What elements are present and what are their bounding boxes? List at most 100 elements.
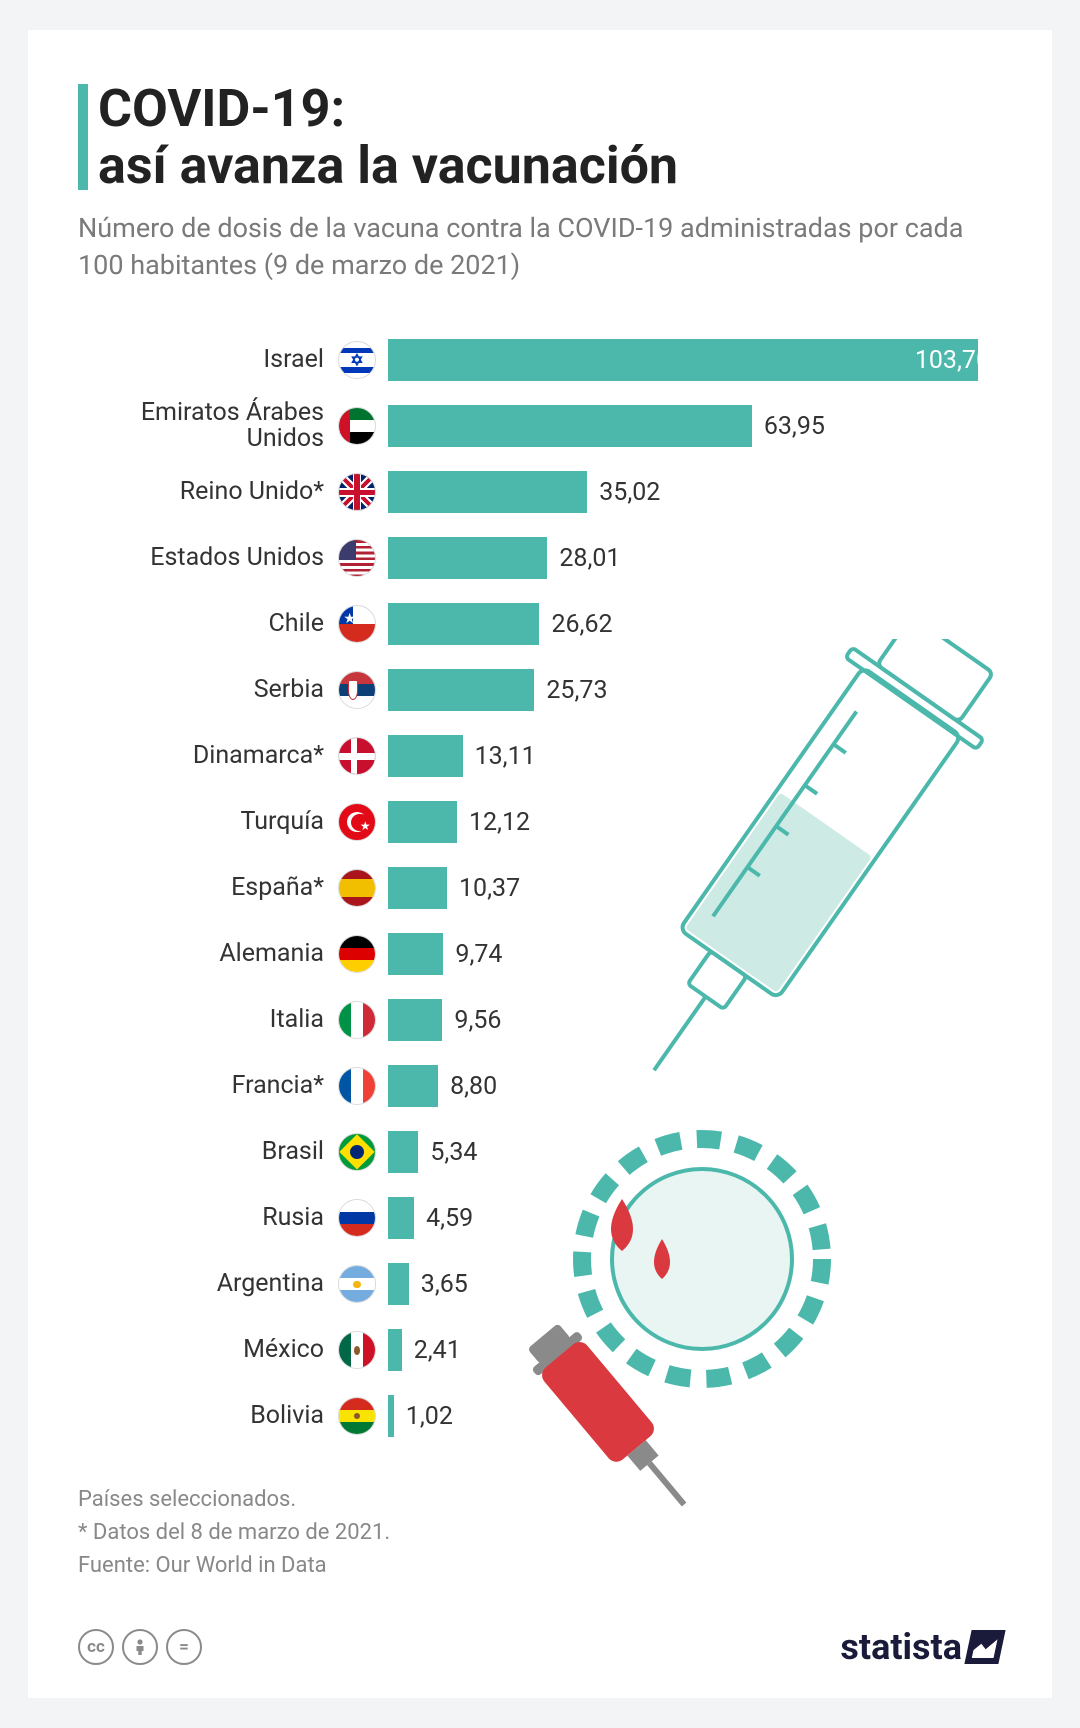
dk-flag-icon [338, 737, 376, 775]
bar [388, 1197, 414, 1239]
bar [388, 999, 442, 1041]
flag-cell: ★ [336, 605, 378, 643]
bar-value: 35,02 [599, 478, 660, 507]
bar-value: 28,01 [559, 544, 620, 573]
flag-cell [336, 671, 378, 709]
flag-cell [336, 1397, 378, 1435]
bar: 103,70 [388, 339, 978, 381]
ar-flag-icon [338, 1265, 376, 1303]
bar [388, 1263, 409, 1305]
bar-value: 9,56 [454, 1006, 501, 1035]
country-label: Rusia [78, 1205, 336, 1231]
bar-cell: 63,95 [378, 405, 1002, 447]
title-block: COVID-19: así avanza la vacunación [78, 80, 1002, 194]
bar-cell: 2,41 [378, 1329, 1002, 1371]
flag-cell: ✡ [336, 341, 378, 379]
flag-cell [336, 1331, 378, 1369]
bar-value: 26,62 [551, 610, 612, 639]
chart-area: Israel✡ 103,70 Emiratos Árabes Unidos63,95… [78, 329, 1002, 1447]
gb-flag-icon [338, 473, 376, 511]
country-label: Estados Unidos [78, 545, 336, 571]
bar-cell: 8,80 [378, 1065, 1002, 1107]
bar-value: 10,37 [459, 874, 520, 903]
country-label: Francia* [78, 1073, 336, 1099]
es-flag-icon [338, 869, 376, 907]
footer: cc = statista [78, 1626, 1002, 1668]
bar-value: 8,80 [450, 1072, 497, 1101]
bar-value: 4,59 [426, 1204, 473, 1233]
chart-notes: Países seleccionados. * Datos del 8 de m… [78, 1483, 1002, 1582]
cc-by-icon [122, 1629, 158, 1665]
chart-subtitle: Número de dosis de la vacuna contra la C… [78, 210, 1002, 283]
bar-cell: 35,02 [378, 471, 1002, 513]
bar [388, 1329, 402, 1371]
bar [388, 669, 534, 711]
bar-row: México 2,41 [78, 1319, 1002, 1381]
bar-cell: 5,34 [378, 1131, 1002, 1173]
country-label: Chile [78, 611, 336, 637]
title-line1: COVID-19: [98, 78, 345, 139]
bar-row: Dinamarca* 13,11 [78, 725, 1002, 787]
bar [388, 1131, 418, 1173]
bar-cell: 13,11 [378, 735, 1002, 777]
chart-card: COVID-19: así avanza la vacunación Númer… [28, 30, 1052, 1698]
bar-row: Argentina3,65 [78, 1253, 1002, 1315]
bar-value: 3,65 [421, 1270, 468, 1299]
bar-value: 103,70 [915, 346, 990, 375]
title-accent-bar [78, 84, 88, 190]
bar-row: Emiratos Árabes Unidos63,95 [78, 395, 1002, 457]
title-line2: así avanza la vacunación [98, 135, 678, 196]
flag-cell [336, 1199, 378, 1237]
note-line: Fuente: Our World in Data [78, 1549, 1002, 1582]
ru-flag-icon [338, 1199, 376, 1237]
bar [388, 1395, 394, 1437]
bar [388, 801, 457, 843]
bar-chart: Israel✡ 103,70 Emiratos Árabes Unidos63,95… [78, 329, 1002, 1447]
rs-flag-icon [338, 671, 376, 709]
bar-cell: 4,59 [378, 1197, 1002, 1239]
bar-value: 63,95 [764, 412, 825, 441]
bar-value: 9,74 [455, 940, 502, 969]
flag-cell [336, 473, 378, 511]
it-flag-icon [338, 1001, 376, 1039]
logo-mark-icon [964, 1630, 1005, 1664]
bar-row: Rusia 4,59 [78, 1187, 1002, 1249]
bar-row: Turquía★12,12 [78, 791, 1002, 853]
bar [388, 867, 447, 909]
bar-value: 2,41 [414, 1336, 461, 1365]
cc-icon: cc [78, 1629, 114, 1665]
bar-cell: 103,70 [378, 339, 1002, 381]
bar [388, 603, 539, 645]
cl-flag-icon: ★ [338, 605, 376, 643]
il-flag-icon: ✡ [338, 341, 376, 379]
bar-row: Reino Unido*35,02 [78, 461, 1002, 523]
country-label: Israel [78, 347, 336, 373]
country-label: México [78, 1337, 336, 1363]
bar-row: Italia9,56 [78, 989, 1002, 1051]
country-label: Serbia [78, 677, 336, 703]
bar-cell: 9,74 [378, 933, 1002, 975]
bar [388, 471, 587, 513]
flag-cell [336, 1133, 378, 1171]
bar-cell: 10,37 [378, 867, 1002, 909]
country-label: Alemania [78, 941, 336, 967]
flag-cell [336, 1265, 378, 1303]
bar-row: Chile★ 26,62 [78, 593, 1002, 655]
note-line: * Datos del 8 de marzo de 2021. [78, 1516, 1002, 1549]
logo-text: statista [840, 1626, 962, 1668]
bar-row: Brasil 5,34 [78, 1121, 1002, 1183]
bo-flag-icon [338, 1397, 376, 1435]
country-label: Dinamarca* [78, 743, 336, 769]
country-label: Bolivia [78, 1403, 336, 1429]
de-flag-icon [338, 935, 376, 973]
bar-row: Francia* 8,80 [78, 1055, 1002, 1117]
country-label: Brasil [78, 1139, 336, 1165]
br-flag-icon [338, 1133, 376, 1171]
bar [388, 735, 463, 777]
tr-flag-icon: ★ [338, 803, 376, 841]
bar-value: 25,73 [546, 676, 607, 705]
flag-cell [336, 1067, 378, 1105]
bar-cell: 26,62 [378, 603, 1002, 645]
country-label: España* [78, 875, 336, 901]
flag-cell [336, 935, 378, 973]
